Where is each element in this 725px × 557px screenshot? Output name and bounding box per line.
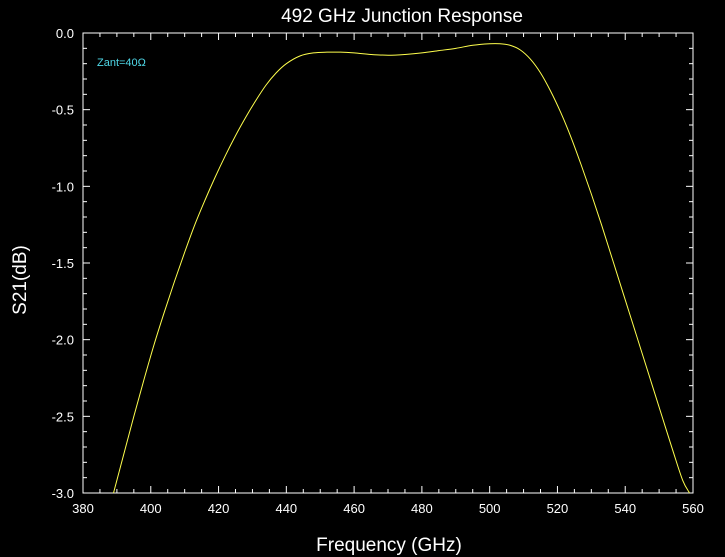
- series-line-0: [113, 43, 691, 494]
- chart-title: 492 GHz Junction Response: [281, 6, 523, 27]
- y-tick-label: -2.5: [52, 409, 74, 424]
- y-tick-label: -1.0: [52, 179, 74, 194]
- x-tick-label: 440: [275, 501, 297, 516]
- x-axis-title: Frequency (GHz): [316, 535, 462, 556]
- x-tick-label: 480: [411, 501, 433, 516]
- x-tick-label: 380: [72, 501, 94, 516]
- y-tick-label: -2.0: [52, 333, 74, 348]
- y-tick-label: 0.0: [56, 26, 74, 41]
- x-axis-ticks: [82, 33, 694, 493]
- y-tick-label: -3.0: [52, 486, 74, 501]
- x-tick-label: 420: [208, 501, 230, 516]
- y-axis-title: S21(dB): [10, 245, 31, 315]
- plot-area: [82, 32, 694, 494]
- x-tick-label: 400: [140, 501, 162, 516]
- x-tick-label: 520: [547, 501, 569, 516]
- data-series: [113, 43, 691, 494]
- y-axis-tick-labels: 0.0 -0.5 -1.0 -1.5 -2.0 -2.5 -3.0: [52, 26, 74, 501]
- y-axis-ticks: [83, 32, 693, 494]
- x-tick-label: 460: [343, 501, 365, 516]
- zant-annotation: Zant=40Ω: [97, 57, 146, 69]
- y-tick-label: -1.5: [52, 256, 74, 271]
- y-tick-label: -0.5: [52, 103, 74, 118]
- x-tick-label: 500: [479, 501, 501, 516]
- x-axis-tick-labels: 380 400 420 440 460 480 500 520 540 560: [72, 501, 704, 516]
- x-tick-label: 540: [614, 501, 636, 516]
- x-tick-label: 560: [682, 501, 704, 516]
